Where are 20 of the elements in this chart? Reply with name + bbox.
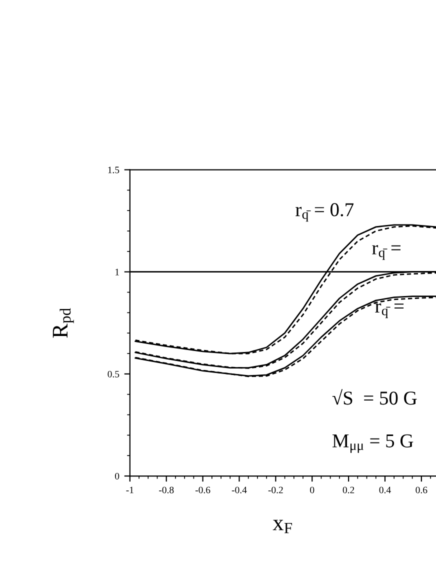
annotation: M$_{μμ}$ = 5 G (332, 434, 414, 453)
x-tick-label: 0 (310, 486, 314, 494)
y-tick-label: 0.5 (108, 370, 120, 378)
y-tick-label: 1 (116, 268, 119, 276)
x-tick-label: 0.6 (416, 486, 428, 494)
annotation: √S = 50 G (332, 389, 417, 405)
annotation: r$_{q̄}$ = (372, 245, 400, 260)
annotation: r$_{q̄}$ = 0.7 (296, 203, 354, 222)
x-tick-label: -0.2 (268, 486, 283, 494)
x-tick-label: -0.4 (232, 486, 247, 494)
x-tick-label: -1 (126, 486, 134, 494)
y-tick-label: 0 (115, 472, 120, 480)
x-axis-title: x$_{F}$ (272, 520, 292, 534)
y-axis-title: R$_{pd}$ (52, 308, 74, 338)
x-tick-label: 0.2 (342, 486, 354, 494)
y-tick-label: 1.5 (108, 166, 120, 174)
annotation: r$_{q̄}$ = (375, 303, 404, 318)
x-tick-label: -0.6 (195, 486, 210, 494)
x-tick-label: 0.4 (379, 486, 391, 494)
x-tick-label: -0.8 (159, 486, 174, 494)
